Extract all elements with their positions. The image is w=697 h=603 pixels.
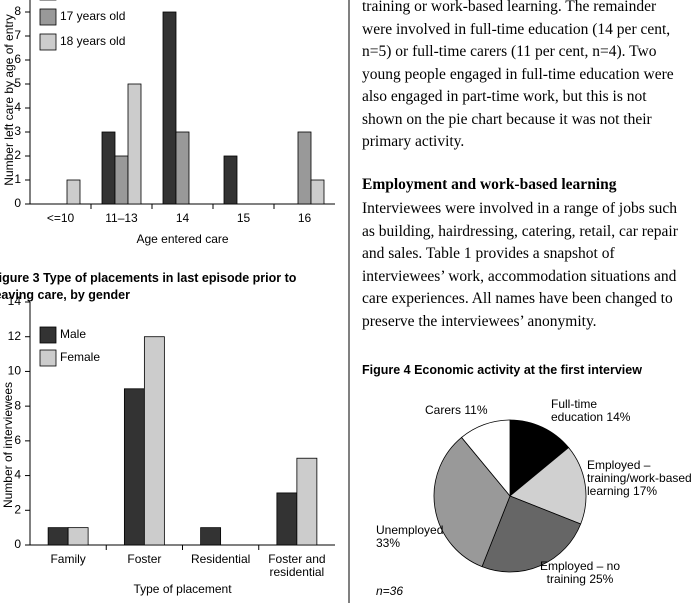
pie-category: Carers xyxy=(425,403,462,417)
pie-value-label: 11% xyxy=(464,403,488,417)
y-tick-label: 3 xyxy=(14,124,21,138)
text-line: as building, hairdressing, catering, ret… xyxy=(362,222,678,240)
y-tick-label: 10 xyxy=(8,364,22,378)
bar xyxy=(162,11,177,205)
legend-label: 17 years old xyxy=(60,9,125,23)
pie-label: Unemployed 33% xyxy=(376,524,456,550)
section-heading: Employment and work-based learning xyxy=(362,176,617,193)
pie-category: Employed – no training xyxy=(539,559,621,586)
bar xyxy=(66,179,81,205)
text-line: primary activity. xyxy=(362,133,465,150)
y-tick-label: 2 xyxy=(14,502,21,516)
x-axis-label: Type of placement xyxy=(133,582,232,596)
x-tick-label: Foster xyxy=(127,552,162,566)
bar xyxy=(200,527,222,546)
text-line: care experiences. All names have been ch… xyxy=(362,290,673,307)
pie-value-label: 33% xyxy=(376,536,401,550)
y-axis-label: Number of interviewees xyxy=(1,382,15,508)
pie-value-label: 14% xyxy=(606,410,631,424)
text-line: training or work-based learning. The rem… xyxy=(362,0,657,15)
bar xyxy=(143,336,165,546)
x-tick-label: 14 xyxy=(175,211,190,225)
y-axis-label: Number left care by age of entry xyxy=(2,14,16,185)
bar xyxy=(123,388,145,546)
text-line: interviewees’ work, accommodation situat… xyxy=(362,267,677,285)
pie-slice xyxy=(460,419,511,498)
pie-category: Unemployed xyxy=(376,523,444,537)
pie-value-label: 17% xyxy=(633,484,658,498)
text-line: were involved in full-time education (14… xyxy=(362,20,671,38)
bar xyxy=(67,527,89,546)
y-tick-label: 7 xyxy=(14,28,21,42)
x-tick-label: 16 xyxy=(297,211,312,225)
legend-swatch xyxy=(39,326,57,344)
legend-label: 18 years old xyxy=(60,34,125,48)
bar xyxy=(47,527,69,546)
legend-label: Female xyxy=(60,350,100,364)
legend-swatch xyxy=(39,33,57,51)
text-line: shown on the pie chart because it was no… xyxy=(362,110,652,128)
y-tick-label: 8 xyxy=(14,4,21,18)
pie-value-label: 25% xyxy=(589,572,614,586)
pie-label: Carers 11% xyxy=(425,404,515,417)
bar xyxy=(101,131,116,205)
pie-slice xyxy=(433,436,511,568)
bar xyxy=(223,155,238,205)
pie-label: Employed – training/work-based learning … xyxy=(587,459,695,498)
y-tick-label: 4 xyxy=(14,100,21,114)
pie-slice xyxy=(509,446,587,525)
bar xyxy=(297,131,312,205)
y-tick-label: 1 xyxy=(14,172,21,186)
bar xyxy=(296,457,318,546)
pie-label: Employed – no training 25% xyxy=(528,560,632,586)
y-tick-label: 0 xyxy=(14,537,21,551)
y-tick-label: 8 xyxy=(14,398,21,412)
x-tick-label: Foster and residential xyxy=(268,552,326,579)
y-tick-label: 6 xyxy=(14,433,21,447)
x-tick-label: 15 xyxy=(236,211,251,225)
pie-label: Full-time education 14% xyxy=(551,398,643,424)
text-line: and sales. Table 1 provides a snapshot o… xyxy=(362,245,615,262)
text-line: also engaged in part-time work, but this… xyxy=(362,88,647,105)
text-line: n=5) or full-time carers (11 per cent, n… xyxy=(362,43,657,60)
pie-slice xyxy=(509,419,570,497)
y-tick-label: 4 xyxy=(14,468,21,482)
figure-title: Figure 3 Type of placements in last epis… xyxy=(0,271,297,302)
text-line: preserve the interviewees’ anonymity. xyxy=(362,312,597,330)
pie-category: Employed – training/work-based learning xyxy=(587,458,692,498)
legend-swatch xyxy=(39,8,57,26)
legend-swatch xyxy=(39,349,57,367)
bar xyxy=(175,131,190,205)
legend-label: Male xyxy=(60,327,86,341)
x-tick-label: <=10 xyxy=(46,211,75,225)
y-tick-label: 12 xyxy=(8,329,22,343)
figure-title: Figure 4 Economic activity at the first … xyxy=(362,363,642,377)
pie-slice xyxy=(481,495,582,573)
bar xyxy=(276,492,298,546)
x-tick-label: 11–13 xyxy=(105,211,138,225)
x-tick-label: Residential xyxy=(190,552,251,566)
y-tick-label: 0 xyxy=(14,196,21,210)
y-tick-label: 14 xyxy=(8,294,22,308)
text-line: Interviewees were involved in a range of… xyxy=(362,200,678,217)
y-tick-label: 5 xyxy=(14,76,21,90)
text-line: young people engaged in full-time educat… xyxy=(362,65,674,83)
bar xyxy=(127,83,142,205)
bar xyxy=(310,179,325,205)
bar xyxy=(114,155,129,205)
x-axis-label: Age entered care xyxy=(136,232,228,246)
pie-note: n=36 xyxy=(376,584,404,598)
y-tick-label: 2 xyxy=(14,148,21,162)
y-tick-label: 6 xyxy=(14,52,21,66)
x-tick-label: Family xyxy=(50,552,86,566)
pie-category: Full-time education xyxy=(551,397,604,424)
